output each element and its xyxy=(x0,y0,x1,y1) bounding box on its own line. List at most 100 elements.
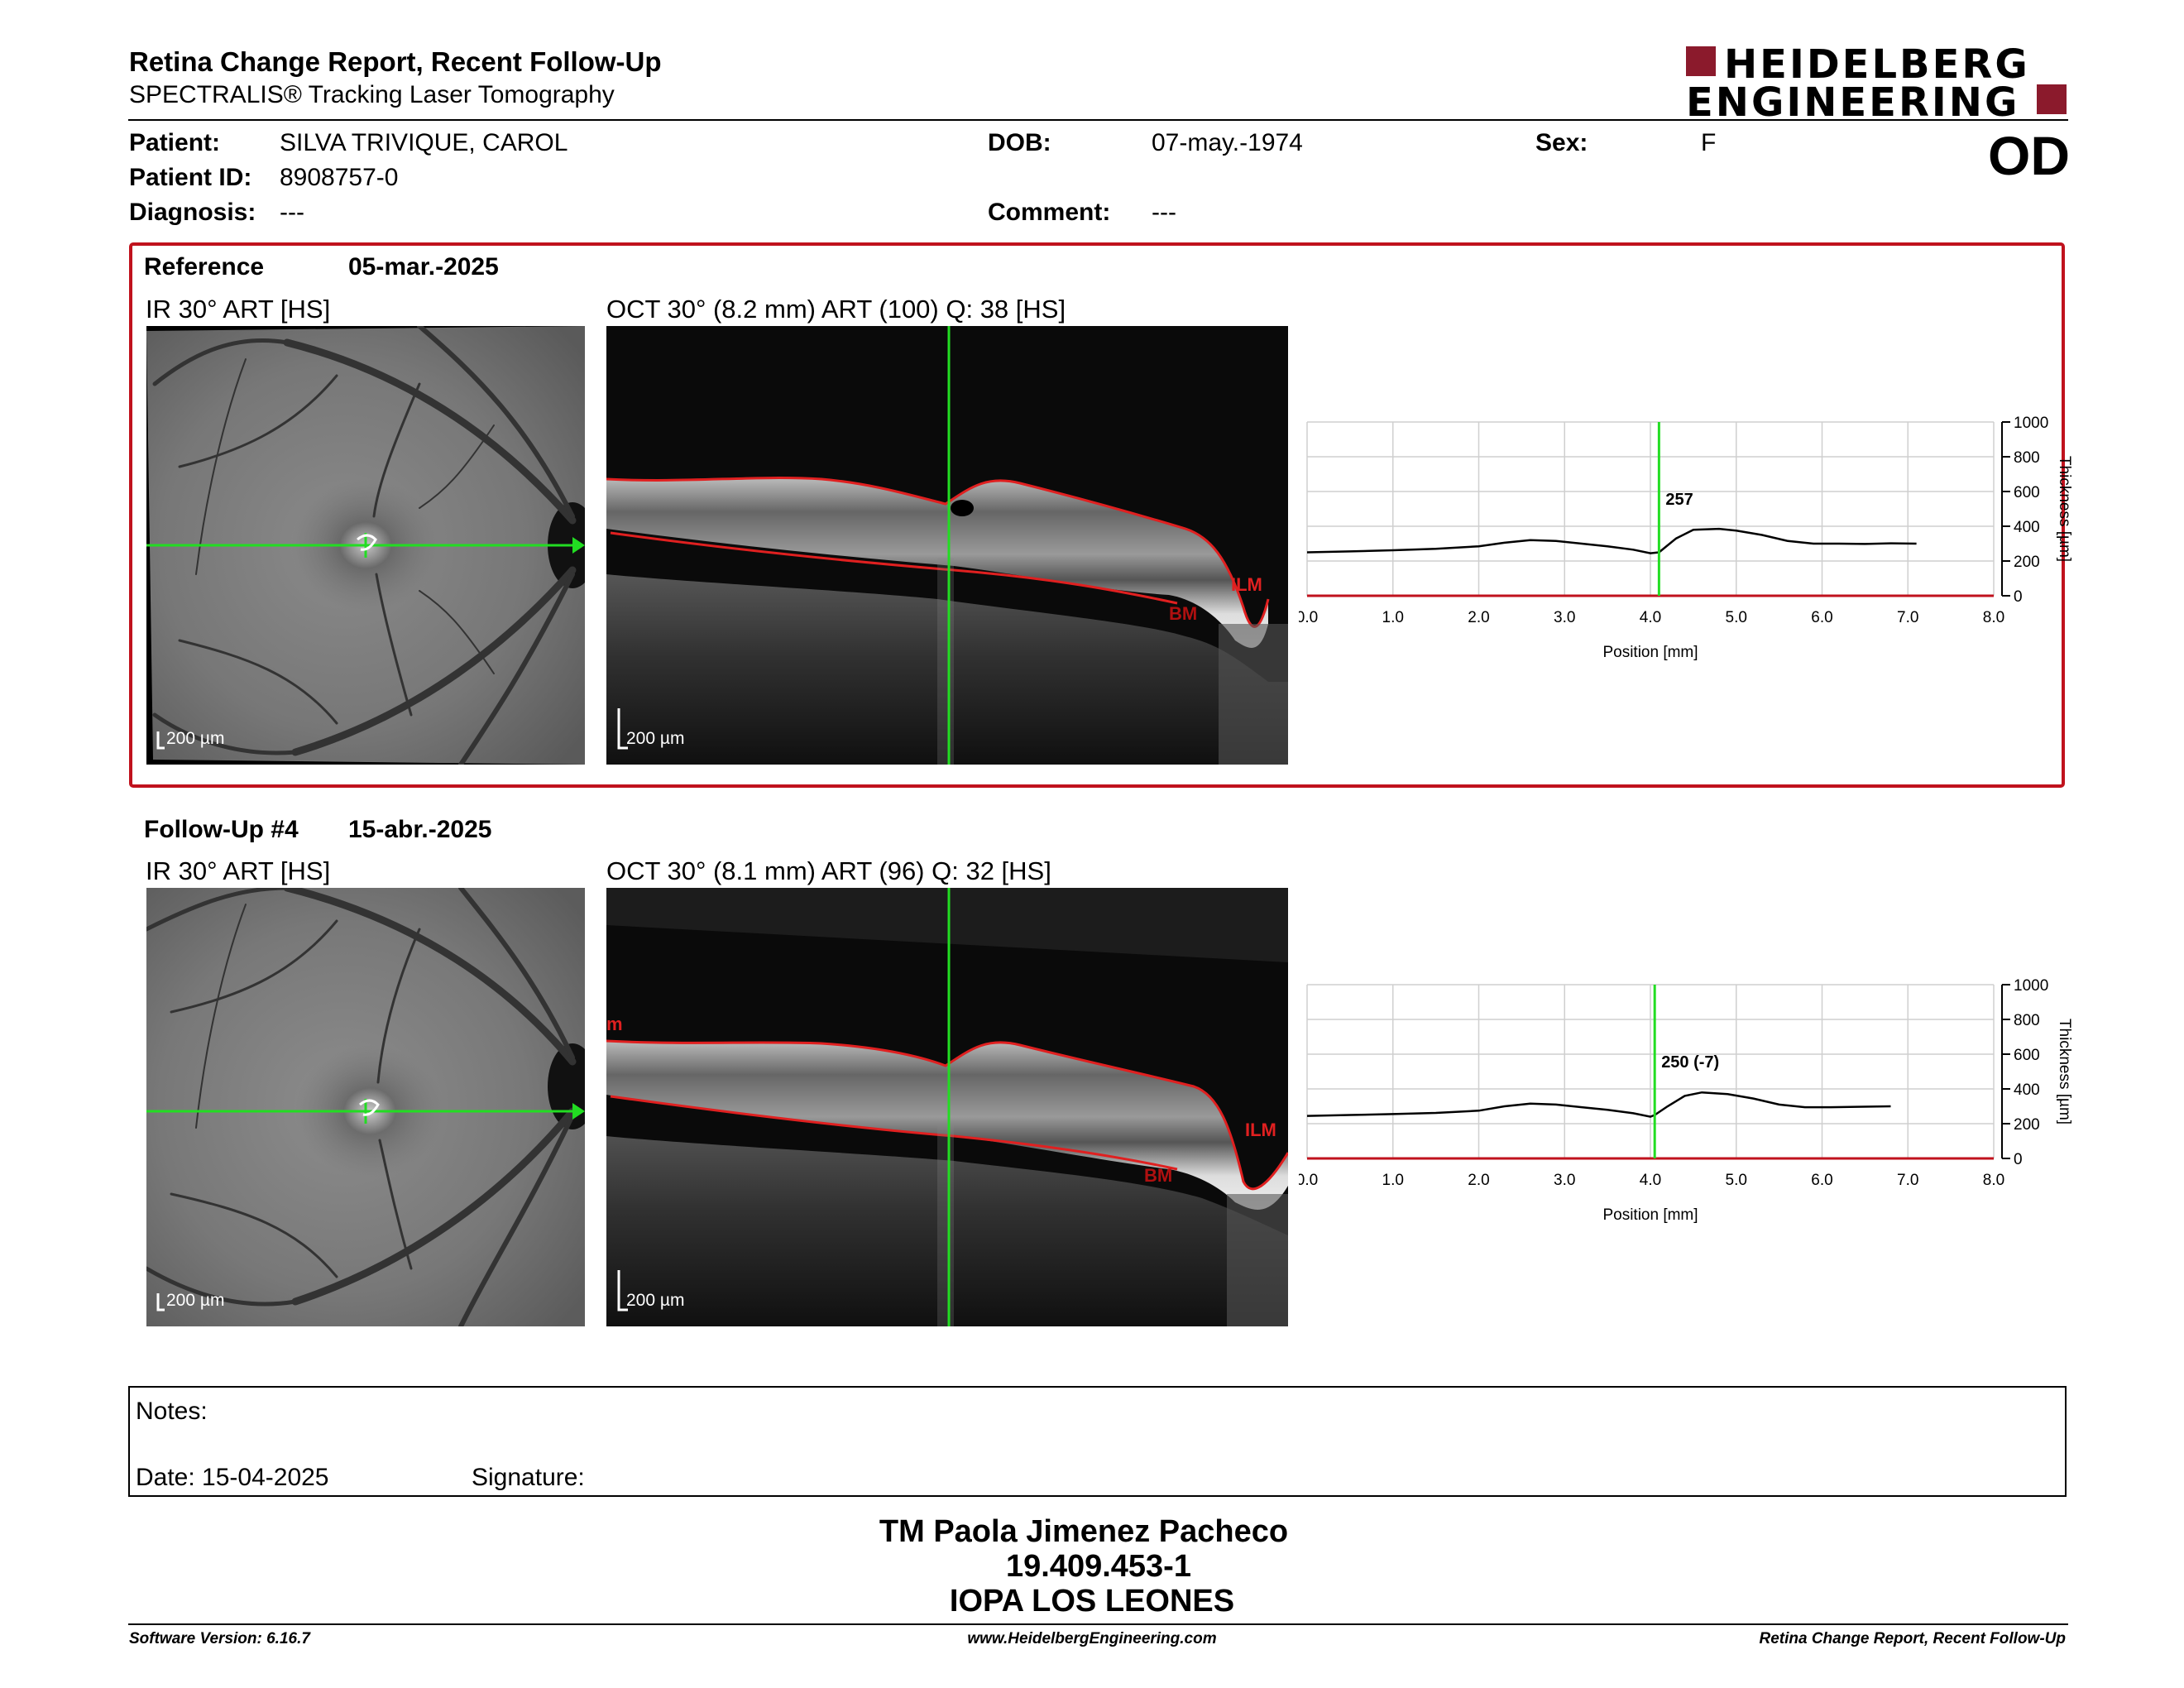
report-subtitle: SPECTRALIS® Tracking Laser Tomography xyxy=(129,81,615,108)
oct-scale-label: 200 µm xyxy=(626,1291,685,1310)
followup-thickness-chart[interactable]: 0 200 400 600 800 1000 0.0 1.0 2.0 3.0 4.0 5.0 6.0 7.… xyxy=(1299,968,2085,1241)
scale-bar-icon xyxy=(617,708,628,750)
diagnosis-label: Diagnosis: xyxy=(129,199,256,226)
notes-date: Date: 15-04-2025 xyxy=(136,1464,329,1491)
y-axis-label: Thickness [µm] xyxy=(2056,456,2073,562)
x-tick-label: 6.0 xyxy=(1811,609,1832,626)
x-tick-label: 5.0 xyxy=(1726,609,1747,626)
y-axis-label: Thickness [µm] xyxy=(2056,1019,2073,1125)
ir-scale-label: 200 µm xyxy=(166,1291,225,1310)
logo-line-2: ENGINEERING xyxy=(1686,79,2020,126)
notes-box[interactable]: Notes: Date: 15-04-2025 Signature: xyxy=(128,1386,2067,1497)
footer-divider xyxy=(128,1623,2068,1625)
thickness-profile-line xyxy=(1306,527,1917,554)
signer-id: 19.409.453-1 xyxy=(1006,1549,1191,1584)
website-link[interactable]: www.HeidelbergEngineering.com xyxy=(967,1630,1217,1647)
x-tick-label: 2.0 xyxy=(1468,1172,1489,1189)
y-tick-label: 600 xyxy=(2014,1047,2040,1064)
reference-section-frame xyxy=(129,242,2065,788)
y-tick-label: 0 xyxy=(2014,588,2023,606)
y-tick-label: 200 xyxy=(2014,1116,2040,1134)
signer-name: TM Paola Jimenez Pacheco xyxy=(879,1514,1289,1549)
heidelberg-logo: HEIDELBERG ENGINEERING xyxy=(1686,41,2067,126)
x-tick-label: 7.0 xyxy=(1897,609,1918,626)
eye-indicator: OD xyxy=(1988,125,2070,186)
logo-line-1: HEIDELBERG xyxy=(1724,41,2030,88)
patient-id-label: Patient ID: xyxy=(129,164,252,191)
x-axis-label: Position [mm] xyxy=(1602,1206,1698,1224)
bm-label: BM xyxy=(1144,1165,1172,1186)
scale-bar-icon xyxy=(156,731,165,750)
y-tick-label: 0 xyxy=(2014,1151,2023,1168)
comment-value: --- xyxy=(1152,199,1176,226)
marker-value-label: 250 (-7) xyxy=(1661,1053,1719,1072)
thickness-profile-line xyxy=(1306,1091,1891,1118)
signature-label: Signature: xyxy=(472,1464,585,1491)
reference-date: 05-mar.-2025 xyxy=(348,253,499,281)
followup-ir-fundus-image[interactable]: 200 µm xyxy=(146,888,585,1326)
x-tick-label: 5.0 xyxy=(1726,1172,1747,1189)
x-tick-label: 0.0 xyxy=(1299,1172,1318,1189)
x-axis-label: Position [mm] xyxy=(1602,644,1698,661)
x-tick-label: 4.0 xyxy=(1640,609,1661,626)
reference-ir-fundus-image[interactable]: 200 µm xyxy=(146,326,585,765)
ilm-label: ILM xyxy=(1231,574,1262,595)
ilm-label: ILM xyxy=(1245,1120,1276,1140)
y-tick-label: 1000 xyxy=(2014,415,2048,432)
x-tick-label: 6.0 xyxy=(1811,1172,1832,1189)
footer-report-name: Retina Change Report, Recent Follow-Up xyxy=(1759,1630,2066,1647)
followup-label: Follow-Up #4 xyxy=(144,816,299,843)
y-tick-label: 400 xyxy=(2014,519,2040,536)
scale-bar-icon xyxy=(156,1293,165,1312)
x-tick-label: 8.0 xyxy=(1983,1172,2004,1189)
fundus-illustration xyxy=(146,888,585,1326)
y-tick-label: 600 xyxy=(2014,484,2040,501)
y-tick-label: 400 xyxy=(2014,1081,2040,1099)
x-tick-label: 7.0 xyxy=(1897,1172,1918,1189)
notes-label: Notes: xyxy=(136,1398,208,1425)
sex-value: F xyxy=(1701,129,1717,156)
oct-bscan-illustration: m ILM BM xyxy=(606,888,1288,1326)
signer-organization: IOPA LOS LEONES xyxy=(949,1584,1235,1618)
followup-date: 15-abr.-2025 xyxy=(348,816,492,843)
logo-square-icon xyxy=(2037,84,2067,114)
marker-value-label: 257 xyxy=(1665,491,1693,509)
sex-label: Sex: xyxy=(1535,129,1588,156)
fundus-illustration xyxy=(146,326,585,765)
patient-id-value: 8908757-0 xyxy=(280,164,399,191)
report-title: Retina Change Report, Recent Follow-Up xyxy=(129,46,662,77)
x-tick-label: 2.0 xyxy=(1468,609,1489,626)
comment-label: Comment: xyxy=(988,199,1111,226)
dob-value: 07-may.-1974 xyxy=(1152,129,1303,156)
edge-mark-label: m xyxy=(606,1014,623,1034)
reference-ir-title: IR 30° ART [HS] xyxy=(146,295,331,324)
y-tick-label: 800 xyxy=(2014,1012,2040,1029)
oct-scale-label: 200 µm xyxy=(626,729,685,748)
reference-label: Reference xyxy=(144,253,265,281)
x-tick-label: 0.0 xyxy=(1299,609,1318,626)
x-tick-label: 4.0 xyxy=(1640,1172,1661,1189)
x-tick-label: 3.0 xyxy=(1554,1172,1575,1189)
logo-square-icon xyxy=(1686,46,1716,76)
followup-oct-bscan-image[interactable]: m ILM BM 200 µm xyxy=(606,888,1288,1326)
y-tick-label: 800 xyxy=(2014,449,2040,467)
reference-oct-bscan-image[interactable]: ILM BM 200 µm xyxy=(606,326,1288,765)
patient-name: SILVA TRIVIQUE, CAROL xyxy=(280,129,568,156)
bm-label: BM xyxy=(1169,603,1197,624)
ir-scale-label: 200 µm xyxy=(166,729,225,748)
dob-label: DOB: xyxy=(988,129,1051,156)
followup-ir-title: IR 30° ART [HS] xyxy=(146,856,331,885)
reference-thickness-chart[interactable]: 0 200 400 600 800 1000 0.0 1.0 2.0 3.0 4.0 5.0 6.0 7.… xyxy=(1299,405,2085,679)
oct-bscan-illustration: ILM BM xyxy=(606,326,1288,765)
x-tick-label: 1.0 xyxy=(1382,609,1404,626)
y-tick-label: 1000 xyxy=(2014,977,2048,995)
y-tick-label: 200 xyxy=(2014,554,2040,571)
scale-bar-icon xyxy=(617,1270,628,1312)
reference-oct-title: OCT 30° (8.2 mm) ART (100) Q: 38 [HS] xyxy=(606,295,1066,324)
x-tick-label: 8.0 xyxy=(1983,609,2004,626)
x-tick-label: 3.0 xyxy=(1554,609,1575,626)
followup-oct-title: OCT 30° (8.1 mm) ART (96) Q: 32 [HS] xyxy=(606,856,1051,885)
x-tick-label: 1.0 xyxy=(1382,1172,1404,1189)
diagnosis-value: --- xyxy=(280,199,304,226)
header-divider xyxy=(128,119,2068,121)
